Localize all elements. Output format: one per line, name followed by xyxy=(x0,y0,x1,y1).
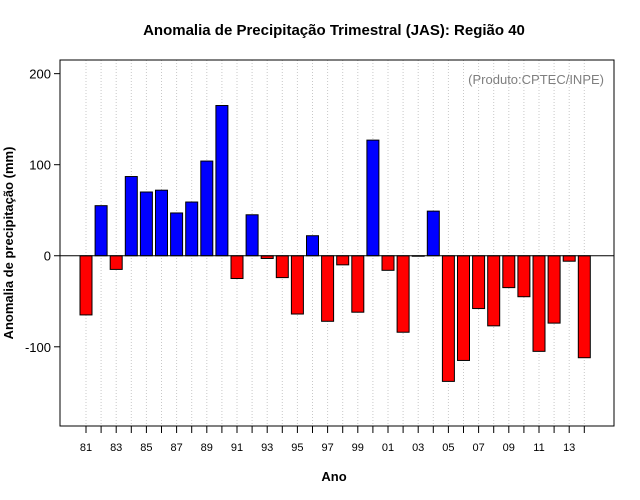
bar-11 xyxy=(532,255,546,352)
x-tick-label: 09 xyxy=(503,442,515,454)
y-axis-title: Anomalia de precipitação (mm) xyxy=(1,147,16,340)
bar-83 xyxy=(109,255,123,270)
bar-88 xyxy=(185,201,199,257)
x-tick-label: 95 xyxy=(291,442,303,454)
bar-97 xyxy=(321,255,335,322)
bar-99 xyxy=(351,255,365,313)
bar-95 xyxy=(290,255,304,315)
plot-frame xyxy=(59,59,615,427)
bar-08 xyxy=(487,255,501,327)
x-tick-label: 11 xyxy=(533,442,544,454)
x-tick-label: 83 xyxy=(110,442,122,454)
bar-82 xyxy=(94,205,108,257)
x-tick-label: 85 xyxy=(140,442,152,454)
bar-06 xyxy=(457,255,470,361)
x-tick-label: 99 xyxy=(352,442,364,454)
x-tick-label: 97 xyxy=(321,442,333,454)
bars xyxy=(79,105,591,382)
bar-91 xyxy=(230,255,244,280)
x-tick-label: 89 xyxy=(201,442,213,454)
y-tick-label: 200 xyxy=(29,67,51,82)
bar-01 xyxy=(381,255,395,271)
x-axis: 81 83 85 87 89 91 93 95 97 99 01 03 05 07 09 11 13 xyxy=(80,426,585,454)
x-tick-label: 03 xyxy=(412,442,424,454)
bar-84 xyxy=(124,176,138,257)
bar-96 xyxy=(306,235,319,257)
x-tick-label: 01 xyxy=(382,442,394,454)
x-tick-label: 05 xyxy=(442,442,454,454)
x-tick-label: 87 xyxy=(170,442,182,454)
x-tick-label: 07 xyxy=(472,442,484,454)
bar-98 xyxy=(336,255,350,266)
bar-02 xyxy=(396,255,410,333)
x-tick-label: 93 xyxy=(261,442,273,454)
bar-14 xyxy=(577,255,591,359)
x-tick-label: 13 xyxy=(563,442,575,454)
x-tick-label: 81 xyxy=(80,442,92,454)
bar-86 xyxy=(155,189,168,257)
bar-89 xyxy=(200,160,214,257)
bar-09 xyxy=(502,255,516,289)
bar-10 xyxy=(517,255,531,298)
y-tick-label: 100 xyxy=(29,158,51,173)
bar-92 xyxy=(245,214,259,257)
bar-04 xyxy=(426,210,440,257)
bar-81 xyxy=(79,255,93,316)
bar-12 xyxy=(547,255,561,324)
bar-13 xyxy=(562,255,576,262)
x-axis-title: Ano xyxy=(321,469,346,484)
bar-00 xyxy=(366,139,380,257)
bar-87 xyxy=(170,212,184,257)
chart-title: Anomalia de Precipitação Trimestral (JAS… xyxy=(143,22,525,39)
y-tick-label: 0 xyxy=(44,249,51,264)
source-note: (Produto:CPTEC/INPE) xyxy=(468,72,604,87)
y-tick-label: -100 xyxy=(25,340,51,355)
y-axis: -100 0 100 200 xyxy=(25,67,60,355)
bar-94 xyxy=(275,255,289,279)
bar-90 xyxy=(215,105,229,257)
bar-05 xyxy=(441,255,455,382)
bar-85 xyxy=(139,191,153,257)
bar-07 xyxy=(472,255,486,310)
x-tick-label: 91 xyxy=(231,442,243,454)
